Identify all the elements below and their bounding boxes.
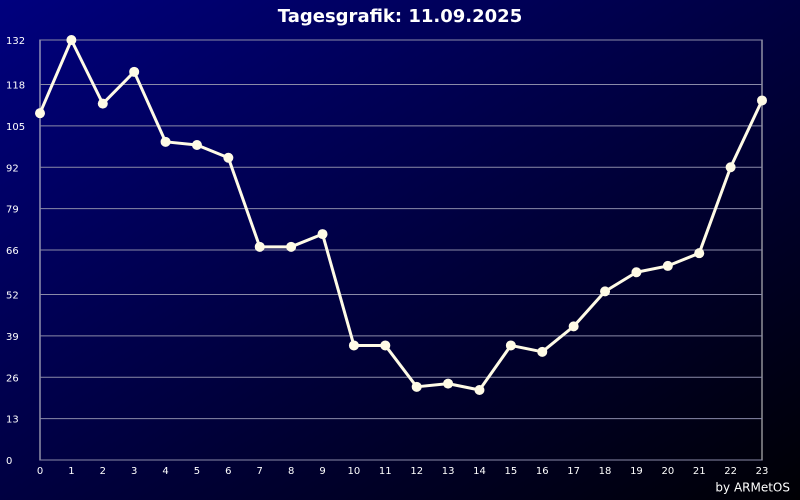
x-tick-label: 18 xyxy=(599,466,612,477)
x-tick-label: 17 xyxy=(567,466,580,477)
x-tick-label: 0 xyxy=(37,466,43,477)
data-point xyxy=(97,98,108,109)
data-point xyxy=(254,241,265,252)
y-tick-label: 26 xyxy=(6,373,19,384)
data-point xyxy=(286,241,297,252)
x-tick-label: 11 xyxy=(379,466,392,477)
x-tick-label: 3 xyxy=(131,466,137,477)
x-tick-label: 4 xyxy=(162,466,168,477)
data-point xyxy=(191,140,202,150)
chart-title: Tagesgrafik: 11.09.2025 xyxy=(278,6,522,27)
data-point xyxy=(568,321,579,332)
data-point xyxy=(725,162,736,173)
data-point xyxy=(223,152,234,163)
data-point xyxy=(631,267,642,278)
x-tick-label: 7 xyxy=(257,466,263,477)
data-point xyxy=(380,340,391,351)
y-tick-label: 13 xyxy=(6,415,19,426)
x-tick-label: 22 xyxy=(724,466,737,477)
x-tick-label: 9 xyxy=(319,466,325,477)
data-point xyxy=(35,108,45,119)
data-point xyxy=(537,346,548,357)
data-point xyxy=(694,248,705,259)
x-tick-label: 14 xyxy=(473,466,486,477)
x-tick-label: 1 xyxy=(68,466,74,477)
x-tick-label: 20 xyxy=(661,466,674,477)
data-point xyxy=(348,340,359,351)
data-point xyxy=(600,286,611,297)
x-tick-label: 5 xyxy=(194,466,200,477)
x-tick-label: 19 xyxy=(630,466,643,477)
data-point xyxy=(757,95,767,106)
data-point xyxy=(474,385,485,395)
credit: by ARMetOS xyxy=(715,481,790,495)
y-tick-label: 105 xyxy=(6,122,25,133)
data-line xyxy=(38,38,764,392)
x-tick-label: 15 xyxy=(505,466,518,477)
y-tick-label: 79 xyxy=(6,205,19,216)
data-point xyxy=(129,66,140,77)
data-point xyxy=(160,136,171,147)
x-tick-label: 23 xyxy=(756,466,769,477)
y-tick-label: 0 xyxy=(6,456,12,467)
data-point xyxy=(443,378,454,389)
data-point xyxy=(662,260,673,271)
data-point xyxy=(66,35,77,45)
x-tick-label: 8 xyxy=(288,466,294,477)
x-tick-label: 2 xyxy=(100,466,106,477)
y-tick-label: 52 xyxy=(6,291,19,302)
y-tick-label: 39 xyxy=(6,332,19,343)
y-tick-label: 66 xyxy=(6,246,19,257)
x-tick-label: 16 xyxy=(536,466,549,477)
x-tick-label: 6 xyxy=(225,466,231,477)
x-tick-label: 13 xyxy=(442,466,455,477)
y-tick-label: 92 xyxy=(6,163,19,174)
data-point xyxy=(317,229,328,240)
x-tick-label: 10 xyxy=(348,466,361,477)
x-tick-label: 12 xyxy=(410,466,423,477)
data-point xyxy=(411,381,422,392)
y-tick-label: 118 xyxy=(6,81,25,92)
x-tick-label: 21 xyxy=(693,466,706,477)
y-tick-label: 132 xyxy=(6,36,25,47)
data-point xyxy=(505,340,516,351)
